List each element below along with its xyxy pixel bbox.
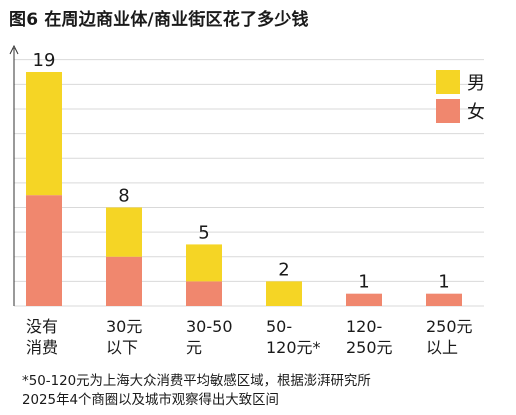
bar-female [186, 281, 222, 306]
legend-swatch-male [436, 70, 460, 94]
legend-label-male: 男 [467, 73, 485, 94]
chart-title: 图6 在周边商业体/商业街区花了多少钱 [9, 10, 309, 30]
bar-series [26, 72, 462, 306]
x-tick-label: 120- [346, 317, 382, 336]
x-tick-label: 以上 [426, 338, 458, 357]
bar-male [186, 244, 222, 282]
bar-male [26, 72, 62, 196]
data-label: 5 [198, 222, 209, 243]
bar-female [426, 293, 462, 306]
bar-female [26, 195, 62, 306]
data-label: 2 [278, 259, 289, 280]
bar-female [346, 293, 382, 306]
footnote-line-2: 2025年4个商圈以及城市观察得出大致区间 [22, 393, 279, 408]
legend-label-female: 女 [467, 102, 485, 123]
footnote-line-1: *50-120元为上海大众消费平均敏感区域，根据澎湃研究所 [22, 374, 371, 389]
y-axis-arrow [9, 44, 19, 55]
data-label: 1 [438, 272, 449, 293]
x-tick-label: 以下 [106, 338, 138, 357]
x-tick-label: 120元* [266, 338, 321, 357]
data-label: 8 [118, 185, 129, 206]
x-tick-label: 30-50 [186, 317, 233, 336]
bar-male [106, 207, 142, 257]
bar-female [106, 256, 142, 306]
x-tick-label: 没有 [26, 317, 58, 336]
x-tick-label: 250元 [346, 338, 393, 357]
x-tick-label: 50- [266, 317, 292, 336]
legend-swatch-female [436, 99, 460, 123]
gridlines [14, 59, 484, 307]
x-tick-label: 250元 [426, 317, 473, 336]
x-tick-label: 消费 [26, 338, 58, 357]
footnote: *50-120元为上海大众消费平均敏感区域，根据澎湃研究所 2025年4个商圈以… [22, 372, 371, 410]
x-tick-label: 元 [186, 338, 202, 357]
data-labels: 19 8 5 2 1 1 [33, 50, 450, 293]
x-tick-label: 30元 [106, 317, 142, 336]
data-label: 19 [33, 50, 56, 71]
y-axis [9, 44, 19, 306]
bar-male [266, 281, 302, 306]
legend: 男女 [436, 70, 485, 123]
data-label: 1 [358, 272, 369, 293]
